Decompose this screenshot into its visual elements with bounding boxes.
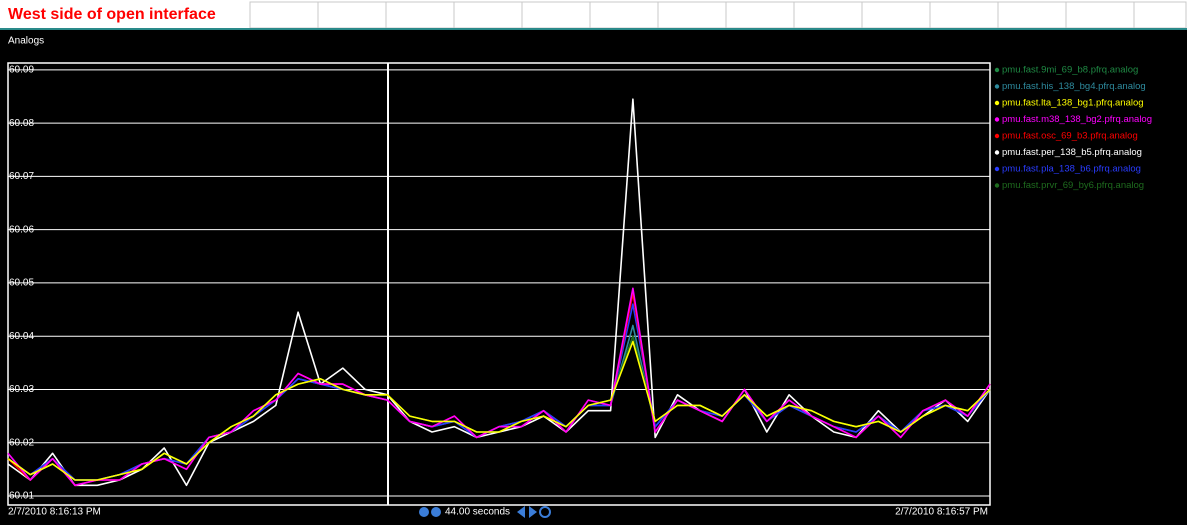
legend-label: pmu.fast.osc_69_b3.pfrq.analog	[1002, 131, 1138, 142]
legend-label: pmu.fast.per_138_b5.pfrq.analog	[1002, 147, 1142, 158]
forward-button[interactable]	[529, 506, 537, 518]
legend-marker	[994, 166, 1000, 172]
toolbar: 44.00 seconds	[419, 506, 551, 518]
time-span: 44.00 seconds	[445, 507, 510, 518]
legend-marker	[994, 100, 1000, 106]
y-tick-label: 60.08	[9, 118, 34, 129]
zoom-out-button[interactable]	[431, 507, 441, 517]
series-line	[7, 287, 991, 487]
panel-label: Analogs	[8, 36, 44, 47]
header-bar	[0, 0, 1187, 30]
back-button[interactable]	[517, 506, 525, 518]
legend-label: pmu.fast.pla_138_b6.pfrq.analog	[1002, 164, 1141, 175]
y-tick-label: 60.09	[9, 65, 34, 76]
page-title: West side of open interface	[8, 6, 216, 23]
y-tick-label: 60.04	[9, 331, 34, 342]
plot: 60.01 60.02 60.03 60.04 60.05 60.06 60.07 60.08…	[7, 62, 1152, 518]
legend-marker	[994, 117, 1000, 122]
legend-marker	[994, 183, 1000, 188]
legend-marker	[994, 67, 1000, 73]
legend-marker	[994, 150, 1000, 155]
x-tick-label: 2/7/2010 8:16:57 PM	[895, 507, 988, 518]
series-line	[7, 340, 991, 481]
y-tick-label: 60.03	[9, 384, 34, 395]
y-tick-label: 60.07	[9, 171, 34, 182]
legend-marker	[994, 84, 1000, 89]
legend-label: pmu.fast.prvr_69_by6.pfrq.analog	[1002, 180, 1144, 191]
zoom-in-button[interactable]	[419, 507, 429, 517]
legend-label: pmu.fast.9mi_69_b8.pfrq.analog	[1002, 65, 1138, 76]
legend-label: pmu.fast.m38_138_bg2.pfrq.analog	[1002, 114, 1152, 125]
legend-label: pmu.fast.lta_138_bg1.pfrq.analog	[1002, 98, 1144, 109]
x-tick-label: 2/7/2010 8:16:13 PM	[8, 507, 101, 518]
legend-label: pmu.fast.his_138_bg4.pfrq.analog	[1002, 81, 1146, 92]
y-tick-label: 60.02	[9, 437, 34, 448]
refresh-button[interactable]	[539, 506, 551, 518]
y-tick-label: 60.06	[9, 224, 34, 235]
plot-area	[7, 62, 991, 506]
legend-marker	[994, 133, 1000, 139]
y-tick-label: 60.01	[9, 491, 34, 502]
y-tick-label: 60.05	[9, 278, 34, 289]
